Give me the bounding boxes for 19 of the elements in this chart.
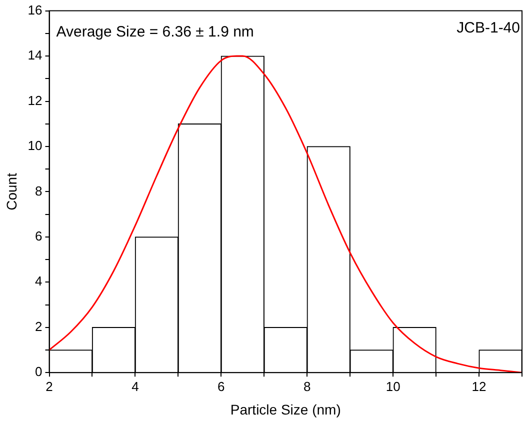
- x-tick-label: 4: [132, 378, 139, 394]
- y-tick-label: 14: [28, 48, 42, 63]
- y-axis-title: Count: [3, 172, 20, 210]
- x-tick-label: 8: [304, 378, 311, 394]
- y-tick-label: 6: [35, 228, 42, 244]
- x-tick-label: 6: [218, 378, 225, 394]
- y-tick-label: 10: [28, 138, 42, 154]
- annotation: Average Size = 6.36 ± 1.9 nm: [56, 23, 254, 40]
- x-axis-title: Particle Size (nm): [230, 401, 341, 418]
- x-tick-label: 10: [386, 378, 400, 394]
- y-tick-label: 4: [35, 274, 42, 289]
- y-tick-label: 8: [35, 183, 42, 198]
- x-tick-label: 12: [472, 378, 486, 394]
- annotation: JCB-1-40: [456, 19, 520, 36]
- y-tick-label: 12: [28, 92, 42, 108]
- y-tick-label: 0: [35, 364, 42, 380]
- x-tick-label: 2: [46, 378, 53, 394]
- y-tick-label: 2: [35, 318, 42, 334]
- y-tick-label: 16: [28, 2, 42, 18]
